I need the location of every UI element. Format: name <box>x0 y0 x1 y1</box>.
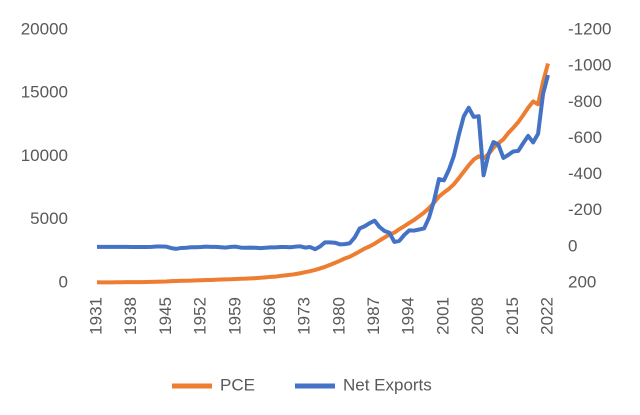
x-tick-label: 1959 <box>225 297 244 335</box>
y-tick-label: 20000 <box>21 19 68 38</box>
x-tick-label: 2008 <box>468 297 487 335</box>
x-tick-label: 1980 <box>329 297 348 335</box>
x-tick-label: 1987 <box>364 297 383 335</box>
x-tick-label: 1952 <box>191 297 210 335</box>
y2-tick-label: -200 <box>568 200 602 219</box>
x-tick-label: 2015 <box>503 297 522 335</box>
x-tick-label: 1945 <box>156 297 175 335</box>
series-line <box>97 74 550 252</box>
x-tick-label: 1931 <box>86 297 105 335</box>
y-tick-label: 0 <box>59 272 68 291</box>
x-tick-label: 1973 <box>295 297 314 335</box>
legend-label: PCE <box>220 375 255 394</box>
x-tick-label: 1938 <box>121 297 140 335</box>
y2-tick-label: -600 <box>568 128 602 147</box>
y2-tick-label: -400 <box>568 164 602 183</box>
x-tick-label: 2022 <box>537 297 556 335</box>
y2-tick-label: -800 <box>568 92 602 111</box>
y2-tick-label: -1000 <box>568 56 611 75</box>
y-tick-label: 10000 <box>21 146 68 165</box>
x-tick-label: 1994 <box>399 297 418 335</box>
y2-tick-label: 200 <box>568 272 596 291</box>
x-tick-label: 1966 <box>260 297 279 335</box>
y-tick-label: 5000 <box>30 209 68 228</box>
legend-label: Net Exports <box>343 375 432 394</box>
x-tick-label: 2001 <box>433 297 452 335</box>
y-tick-label: 15000 <box>21 83 68 102</box>
series-line <box>96 62 550 285</box>
y2-tick-label: -1200 <box>568 19 611 38</box>
y2-tick-label: 0 <box>568 236 577 255</box>
